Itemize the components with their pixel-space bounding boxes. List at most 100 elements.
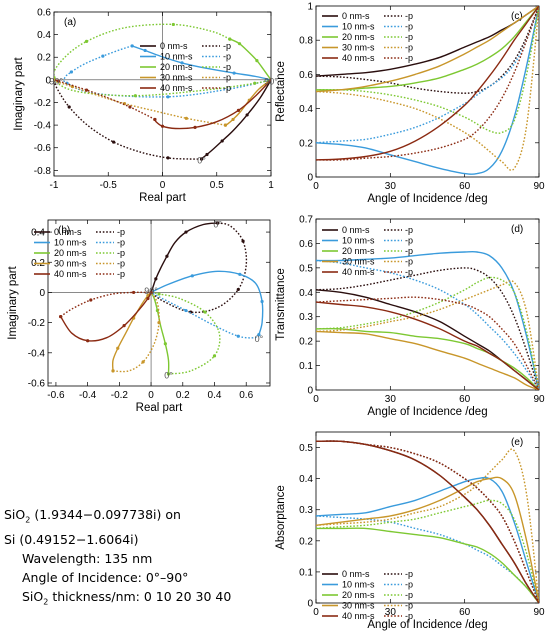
- angle-annotation: 90°: [144, 286, 158, 296]
- y-tick-label: 0.2: [37, 53, 51, 64]
- legend-label-p: -p: [223, 52, 231, 62]
- legend-label-p: -p: [405, 11, 413, 21]
- legend-label-p: -p: [405, 611, 413, 621]
- series-marker: [184, 308, 188, 313]
- x-tick-label: -1: [50, 180, 59, 191]
- legend-label-p: -p: [223, 83, 231, 93]
- series-line-0-nm-p: [150, 222, 248, 314]
- x-tick-label: -0.4: [79, 390, 97, 401]
- legend-label-p: -p: [405, 580, 413, 590]
- x-tick-label: 30: [385, 394, 397, 405]
- series-marker: [220, 139, 224, 143]
- series-marker: [56, 79, 60, 83]
- series-group: [316, 250, 539, 390]
- legend-label-s: 30 nm-s: [342, 257, 375, 267]
- panel-d: 0 30 60 90 0 0.1 0.2 0.3 0.4 0.5 0.6 0.7 Angle of In…: [275, 215, 545, 419]
- series-line-40-nm-p: [316, 6, 539, 161]
- series-line-10-nm-p: [63, 45, 271, 98]
- legend-label-s: 40 nm-s: [342, 267, 375, 277]
- legend-label-s: 10 nm-s: [342, 22, 375, 32]
- x-tick-label: 30: [385, 181, 397, 192]
- legend: 0 nm-s -p 10 nm-s -p 20 nm-s -p 30 nm-s -p 40 nm…: [322, 225, 413, 277]
- legend-label-s: 0 nm-s: [160, 41, 188, 51]
- series-marker: [184, 230, 188, 234]
- x-axis-label: Angle of Incidence /deg: [367, 193, 487, 205]
- y-axis-label: Imaginary part: [13, 56, 25, 130]
- x-axis-label: Real part: [136, 402, 183, 414]
- series-marker: [236, 334, 240, 338]
- series-marker: [101, 54, 105, 58]
- y-tick-label: 0.4: [299, 288, 313, 299]
- series-marker: [269, 78, 271, 82]
- series-marker: [257, 333, 261, 337]
- series-line-20-nm-s: [316, 527, 539, 603]
- angle-annotation: 90°: [49, 76, 63, 86]
- series-marker: [153, 117, 157, 122]
- x-tick-label: -0.5: [100, 180, 118, 191]
- series-marker: [166, 156, 170, 160]
- series-marker: [59, 314, 63, 319]
- series-line-0-nm-s: [150, 222, 218, 293]
- y-tick-label: -0.8: [34, 166, 52, 177]
- series-marker: [132, 290, 136, 295]
- series-line-10-nm-s: [316, 6, 539, 175]
- series-marker: [67, 105, 71, 109]
- series-marker: [157, 292, 161, 296]
- legend-label-s: 0 nm-s: [54, 227, 82, 237]
- legend-label-s: 30 nm-s: [342, 601, 375, 611]
- series-line-0-nm-p: [316, 267, 539, 390]
- x-tick-label: 30: [385, 607, 397, 618]
- y-tick-label: 0.8: [299, 36, 313, 47]
- x-tick-label: -0.2: [111, 390, 129, 401]
- series-marker: [111, 369, 115, 373]
- legend-label-p: -p: [405, 601, 413, 611]
- series-marker: [253, 81, 257, 85]
- legend-label-s: 40 nm-s: [342, 53, 375, 63]
- series-line-20-nm-s: [316, 6, 539, 91]
- y-axis-label: Reflectance: [275, 61, 287, 122]
- y-tick-label: -0.6: [34, 143, 52, 154]
- legend-label-p: -p: [117, 238, 125, 248]
- y-tick-label: -0.4: [28, 348, 46, 359]
- series-marker: [231, 117, 235, 122]
- legend-label-s: 30 nm-s: [160, 73, 193, 83]
- series-marker: [143, 48, 147, 53]
- legend-label-p: -p: [117, 248, 125, 258]
- x-tick-label: 0: [313, 181, 319, 192]
- series-marker: [165, 254, 169, 258]
- plot-frame: [315, 431, 540, 604]
- series-marker: [149, 290, 153, 295]
- series-marker: [69, 70, 73, 74]
- legend-label-p: -p: [405, 246, 413, 256]
- panel-a: -1 -0.5 0 0.5 1 -0.8 -0.6 -0.4 -0.2 0 0.2 0.4 0.6 Rea…: [13, 8, 278, 205]
- legend-label-p: -p: [405, 257, 413, 267]
- series-line-0-nm-p: [316, 6, 539, 94]
- series-marker: [160, 124, 165, 128]
- y-tick-label: 0.5: [299, 263, 313, 274]
- legend-label-p: -p: [117, 269, 125, 279]
- y-tick-label: 0.1: [299, 567, 313, 578]
- series-line-30-nm-s: [111, 291, 152, 371]
- series-line-40-nm-p: [60, 291, 152, 318]
- series-line-30-nm-s: [316, 476, 539, 603]
- series-marker: [228, 37, 232, 41]
- legend-label-s: 0 nm-s: [342, 225, 370, 235]
- film-line: SiO2 (1.9344−0.097738i) on: [4, 507, 181, 525]
- legend-label-p: -p: [405, 569, 413, 579]
- series-marker: [205, 152, 209, 157]
- y-tick-label: 0.4: [299, 474, 313, 485]
- x-tick-label: 0: [148, 390, 154, 401]
- series-marker: [260, 299, 264, 304]
- y-tick-label: 0.6: [37, 8, 51, 19]
- y-tick-label: 1: [307, 2, 313, 13]
- series-marker: [130, 44, 134, 48]
- y-tick-label: 0.1: [299, 361, 313, 372]
- series-group: [316, 6, 539, 175]
- series-line-40-nm-s: [316, 301, 539, 390]
- x-tick-label: 60: [459, 607, 471, 618]
- y-tick-label: 0: [307, 599, 313, 610]
- x-axis-label: Angle of Incidence /deg: [367, 406, 487, 418]
- series-marker: [128, 105, 132, 109]
- series-marker: [171, 22, 175, 27]
- series-line-40-nm-p: [316, 296, 539, 390]
